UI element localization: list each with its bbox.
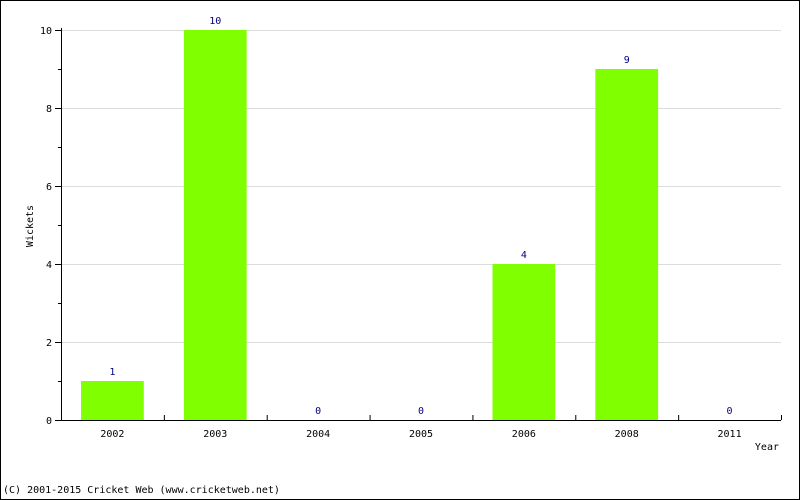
- y-tick-label: 8: [46, 104, 52, 115]
- copyright-notice: (C) 2001-2015 Cricket Web (www.cricketwe…: [3, 485, 280, 496]
- bar: [81, 381, 144, 420]
- x-tick-label: 2011: [718, 429, 742, 440]
- y-tick-label: 10: [40, 26, 52, 37]
- bar-value-label: 0: [727, 406, 733, 417]
- bars: [81, 30, 659, 420]
- gridlines: [61, 30, 781, 343]
- y-tick-label: 0: [46, 416, 52, 427]
- labels: 1 10 0 0 4 9 0 0 2 4 6 8 10 2002 2003 2004 2005 2006 2008 2…: [40, 16, 742, 440]
- y-tick-label: 4: [46, 260, 52, 271]
- x-tick-label: 2004: [306, 429, 330, 440]
- x-tick-label: 2002: [100, 429, 124, 440]
- x-tick-label: 2003: [203, 429, 227, 440]
- bar-value-label: 9: [624, 55, 630, 66]
- axes: [55, 28, 782, 421]
- bar-value-label: 4: [521, 250, 527, 261]
- x-tick-label: 2006: [512, 429, 536, 440]
- bar: [595, 69, 659, 420]
- x-tick-label: 2008: [615, 429, 639, 440]
- bar-value-label: 1: [109, 367, 115, 378]
- bar: [183, 30, 247, 420]
- bar-value-label: 0: [418, 406, 424, 417]
- bar-value-label: 0: [315, 406, 321, 417]
- y-tick-label: 6: [46, 182, 52, 193]
- bar-value-label: 10: [209, 16, 221, 27]
- x-axis-title: Year: [755, 442, 779, 453]
- y-tick-label: 2: [46, 338, 52, 349]
- y-axis-title: Wickets: [25, 205, 36, 247]
- bar: [492, 264, 556, 420]
- x-tick-label: 2005: [409, 429, 433, 440]
